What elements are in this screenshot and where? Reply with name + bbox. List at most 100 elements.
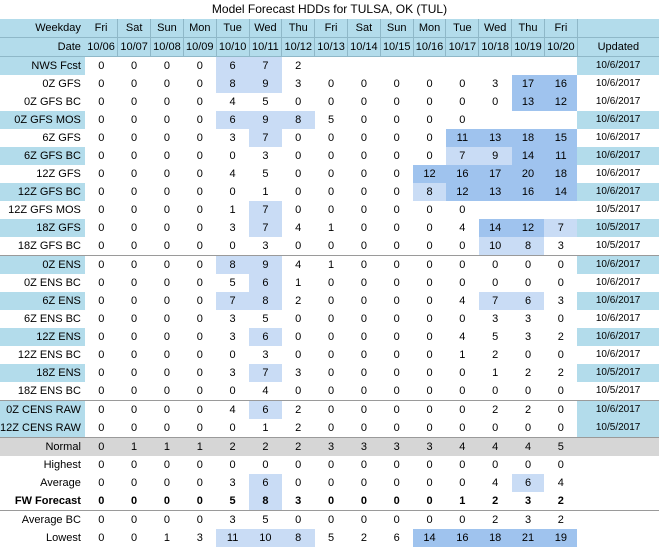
updated-date-cell: 10/5/2017: [577, 219, 659, 237]
hdd-value-cell: 0: [183, 492, 217, 511]
hdd-value-cell: 0: [131, 367, 138, 379]
hdd-value-cell: 0: [196, 60, 203, 72]
hdd-value-cell: 4: [478, 437, 512, 456]
updated-date-cell: 10/6/2017: [595, 96, 641, 107]
updated-date-cell: 10/6/2017: [577, 400, 659, 419]
hdd-value-cell: 6: [249, 328, 282, 346]
hdd-value-cell: 0: [131, 349, 138, 361]
row-label: NWS Fcst: [0, 56, 85, 75]
hdd-value-cell: 0: [196, 204, 203, 216]
hdd-value-cell: 0: [131, 60, 138, 72]
row-label: 18Z GFS BC: [0, 237, 85, 256]
hdd-value-cell: 0: [347, 382, 381, 401]
hdd-value-cell: 0: [393, 514, 400, 526]
hdd-value-cell: 0: [163, 259, 170, 271]
table-row: NWS Fcst 0 0 0 0 6 7 2 10/6/2017: [0, 56, 659, 76]
weekday-cell: Thu: [281, 19, 316, 38]
hdd-value-cell: 2: [524, 367, 532, 379]
hdd-value-cell: 0: [131, 204, 138, 216]
hdd-value-cell: 0: [347, 237, 381, 256]
hdd-value-cell: 11: [445, 129, 479, 147]
hdd-value-cell: 0: [393, 295, 400, 307]
hdd-value-cell: 0: [360, 404, 367, 416]
hdd-value-cell: 0: [327, 459, 335, 471]
updated-date-cell: 10/6/2017: [595, 277, 641, 288]
hdd-value-cell: 0: [295, 150, 302, 162]
hdd-value-cell: 18: [544, 165, 578, 183]
hdd-value-cell: 0: [295, 96, 302, 108]
row-label: 0Z CENS RAW: [0, 400, 85, 419]
hdd-value-cell: 0: [131, 295, 138, 307]
hdd-value-cell: 0: [393, 222, 400, 234]
hdd-value-cell: 1: [492, 367, 499, 379]
hdd-value-cell: 0: [150, 419, 184, 438]
hdd-value-cell: 0: [131, 532, 138, 544]
row-label: Normal: [0, 437, 85, 456]
hdd-value-cell: 0: [393, 259, 400, 271]
hdd-value-cell: 0: [426, 277, 433, 289]
date-cell: 10/20: [544, 37, 578, 57]
table-row: Normal 0 1 1 1 2 2 2 3 3 3 3 4 4 4 5: [0, 437, 659, 456]
hdd-value-cell: 5: [327, 114, 335, 126]
hdd-value-cell: 3: [229, 222, 236, 234]
hdd-value-cell: 0: [98, 404, 105, 416]
hdd-value-cell: 0: [426, 331, 433, 343]
hdd-value-cell: 12: [511, 219, 545, 237]
hdd-value-cell: 8: [249, 292, 282, 310]
weekday-cell: Fri: [314, 19, 348, 38]
hdd-value-cell: 2: [281, 419, 315, 438]
hdd-value-cell: 0: [196, 78, 203, 90]
hdd-value-cell: 0: [163, 349, 170, 361]
hdd-value-cell: 0: [84, 437, 118, 456]
hdd-value-cell: 0: [393, 367, 400, 379]
hdd-value-cell: 3: [524, 313, 532, 325]
hdd-value-cell: 0: [459, 477, 466, 489]
hdd-value-cell: 0: [380, 237, 414, 256]
hdd-value-cell: 0: [131, 150, 138, 162]
hdd-value-cell: 3: [229, 514, 236, 526]
hdd-value-cell: 7: [544, 219, 578, 237]
hdd-value-cell: 1: [163, 532, 170, 544]
hdd-value-cell: 0: [511, 419, 545, 438]
hdd-value-cell: 0: [426, 367, 433, 379]
hdd-value-cell: 0: [511, 382, 545, 401]
hdd-value-cell: 0: [131, 78, 138, 90]
hdd-value-cell: 0: [557, 349, 564, 361]
hdd-value-cell: 0: [413, 382, 446, 401]
hdd-value-cell: [479, 57, 512, 76]
hdd-value-cell: 5: [216, 492, 250, 511]
hdd-value-cell: 0: [229, 150, 236, 162]
hdd-value-cell: 0: [426, 295, 433, 307]
updated-date-cell: 10/6/2017: [577, 328, 659, 346]
hdd-value-cell: 0: [557, 259, 564, 271]
hdd-value-cell: 0: [327, 404, 335, 416]
hdd-value-cell: 0: [426, 96, 433, 108]
hdd-value-cell: 0: [98, 222, 105, 234]
weekday-cell: Fri: [544, 19, 578, 38]
hdd-value-cell: 1: [183, 437, 217, 456]
hdd-value-cell: 0: [163, 331, 170, 343]
hdd-value-cell: 2: [557, 367, 564, 379]
updated-date-cell: 10/5/2017: [577, 382, 659, 401]
hdd-value-cell: 0: [557, 277, 564, 289]
hdd-value-cell: 0: [281, 382, 315, 401]
date-cell: 10/15: [380, 37, 414, 57]
hdd-value-cell: 0: [163, 78, 170, 90]
hdd-value-cell: 0: [131, 277, 138, 289]
hdd-value-cell: 0: [445, 382, 479, 401]
hdd-value-cell: 6: [249, 400, 282, 419]
date-cell: 10/09: [183, 37, 217, 57]
hdd-value-cell: 5: [229, 277, 236, 289]
hdd-value-cell: 0: [544, 419, 578, 438]
weekday-cell: Fri: [84, 19, 119, 38]
updated-date-cell: 10/6/2017: [577, 56, 659, 75]
hdd-value-cell: 0: [229, 459, 236, 471]
hdd-value-cell: 0: [459, 313, 466, 325]
hdd-value-cell: 0: [393, 168, 400, 180]
hdd-value-cell: 0: [393, 404, 400, 416]
hdd-value-cell: 2: [295, 404, 302, 416]
hdd-value-cell: 4: [492, 477, 499, 489]
hdd-value-cell: 21: [511, 529, 545, 547]
hdd-value-cell: 0: [459, 514, 466, 526]
hdd-value-cell: 14: [478, 219, 512, 237]
